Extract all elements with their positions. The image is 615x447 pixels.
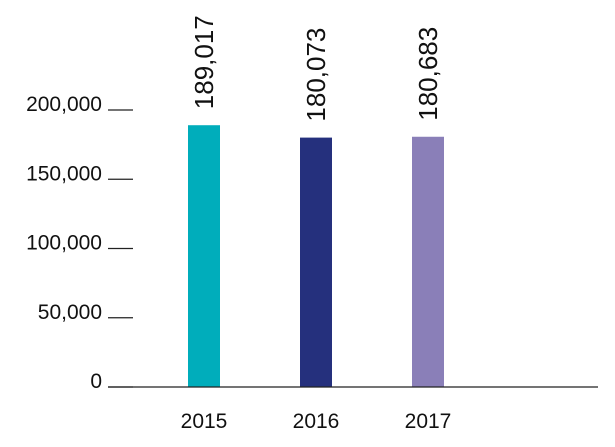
x-category-label: 2015 xyxy=(181,410,228,433)
x-category-label: 2017 xyxy=(405,410,452,433)
y-tick-label: 150,000 xyxy=(26,162,102,185)
category-labels: 2015 2016 2017 xyxy=(181,410,452,433)
data-labels: 189,017 180,073 180,683 xyxy=(189,15,443,121)
y-tick-label: 200,000 xyxy=(26,93,102,116)
y-tick-label: 0 xyxy=(90,370,102,393)
data-label: 180,683 xyxy=(413,27,443,121)
data-label: 180,073 xyxy=(301,28,331,122)
x-category-label: 2016 xyxy=(293,410,340,433)
y-tick-label: 100,000 xyxy=(26,232,102,255)
bar-2017 xyxy=(412,136,444,387)
bar-2016 xyxy=(300,137,332,387)
data-label: 189,017 xyxy=(189,15,219,109)
y-axis: 0 50,000 100,000 150,000 200,000 xyxy=(26,93,133,393)
bar-2015 xyxy=(188,125,220,387)
bars xyxy=(188,125,444,387)
y-tick-label: 50,000 xyxy=(38,301,102,324)
